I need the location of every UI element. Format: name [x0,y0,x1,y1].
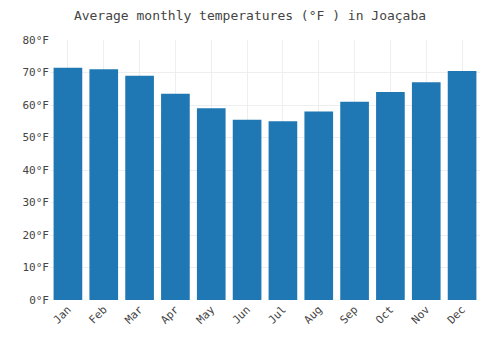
svg-text:60°F: 60°F [23,99,50,112]
svg-text:30°F: 30°F [23,196,50,209]
svg-text:10°F: 10°F [23,261,50,274]
svg-text:Aug: Aug [302,303,325,326]
svg-text:Jul: Jul [266,303,289,326]
svg-text:Average monthly temperatures (: Average monthly temperatures (°F ) in Jo… [74,8,426,23]
svg-text:Oct: Oct [373,303,396,326]
svg-text:Jan: Jan [51,303,74,326]
svg-text:40°F: 40°F [23,164,50,177]
svg-text:0°F: 0°F [29,294,49,307]
svg-text:Nov: Nov [409,303,433,327]
svg-text:May: May [194,303,218,327]
svg-text:Sep: Sep [337,303,360,326]
svg-text:Jun: Jun [230,303,253,326]
svg-text:80°F: 80°F [23,34,50,47]
svg-text:Apr: Apr [158,303,182,327]
svg-text:20°F: 20°F [23,229,50,242]
svg-text:Mar: Mar [122,303,146,327]
svg-text:Dec: Dec [445,303,468,326]
svg-text:50°F: 50°F [23,131,50,144]
svg-text:Feb: Feb [87,303,110,326]
svg-text:70°F: 70°F [23,66,50,79]
